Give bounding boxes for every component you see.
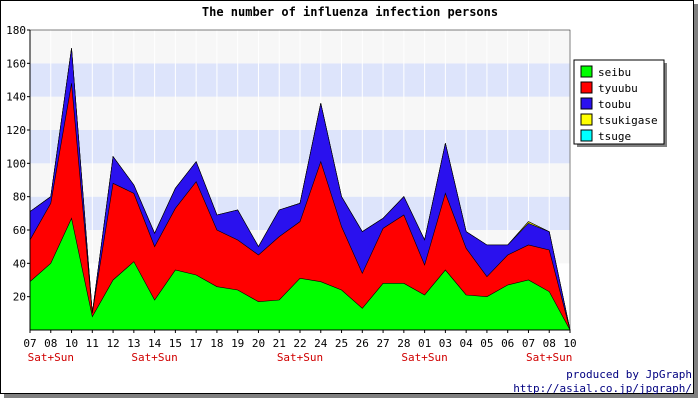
area-tyuubu — [29, 83, 571, 331]
x-tick-label: 08 — [44, 337, 57, 350]
legend-label-tsuge: tsuge — [598, 130, 631, 143]
x-tick-label: 21 — [273, 337, 286, 350]
legend-swatch-tyuubu — [580, 81, 593, 94]
legend-swatch-seibu — [580, 65, 593, 78]
y-tick-label: 60 — [13, 224, 26, 237]
x-tick-label: 12 — [106, 337, 119, 350]
x-tick-label: 04 — [460, 337, 474, 350]
x-tick-label: 26 — [356, 337, 369, 350]
x-tick-label: 05 — [480, 337, 493, 350]
x-tick-label: 19 — [231, 337, 244, 350]
weekend-label: Sat+Sun — [401, 351, 447, 364]
x-tick-label: 28 — [397, 337, 410, 350]
weekend-label: Sat+Sun — [28, 351, 74, 364]
legend-swatch-tsukigase — [580, 113, 593, 126]
weekend-label: Sat+Sun — [131, 351, 177, 364]
legend-label-tyuubu: tyuubu — [598, 82, 638, 95]
y-tick-label: 120 — [6, 124, 26, 137]
x-tick-label: 17 — [190, 337, 203, 350]
y-tick-label: 180 — [6, 24, 26, 37]
x-tick-label: 08 — [543, 337, 556, 350]
legend-label-toubu: toubu — [598, 98, 631, 111]
x-tick-label: 20 — [252, 337, 265, 350]
x-tick-label: 01 — [418, 337, 431, 350]
weekend-label: Sat+Sun — [526, 351, 572, 364]
legend-swatch-toubu — [580, 97, 593, 110]
x-tick-label: 25 — [335, 337, 348, 350]
x-tick-label: 14 — [148, 337, 162, 350]
x-tick-label: 27 — [376, 337, 389, 350]
x-tick-label: 22 — [293, 337, 306, 350]
x-tick-label: 11 — [86, 337, 99, 350]
x-tick-label: 06 — [501, 337, 514, 350]
jpgraph-url-link[interactable]: http://asial.co.jp/jpgraph/ — [513, 382, 692, 395]
y-tick-label: 140 — [6, 91, 26, 104]
x-tick-label: 07 — [522, 337, 535, 350]
y-tick-label: 80 — [13, 191, 26, 204]
x-tick-label: 10 — [563, 337, 576, 350]
x-tick-label: 24 — [314, 337, 328, 350]
x-tick-label: 15 — [169, 337, 182, 350]
chart-title: The number of influenza infection person… — [202, 5, 498, 19]
x-tick-label: 07 — [23, 337, 36, 350]
y-tick-label: 20 — [13, 291, 26, 304]
x-tick-label: 03 — [439, 337, 452, 350]
y-tick-label: 160 — [6, 57, 26, 70]
y-tick-label: 40 — [13, 257, 26, 270]
x-tick-label: 10 — [65, 337, 78, 350]
y-tick-label: 100 — [6, 157, 26, 170]
x-tick-label: 18 — [210, 337, 223, 350]
produced-by-credit: produced by JpGraph — [566, 368, 692, 381]
x-tick-label: 13 — [127, 337, 140, 350]
legend-swatch-tsuge — [580, 129, 593, 142]
area-seibu — [29, 217, 571, 331]
legend-label-tsukigase: tsukigase — [598, 114, 658, 127]
weekend-label: Sat+Sun — [277, 351, 323, 364]
legend-label-seibu: seibu — [598, 66, 631, 79]
